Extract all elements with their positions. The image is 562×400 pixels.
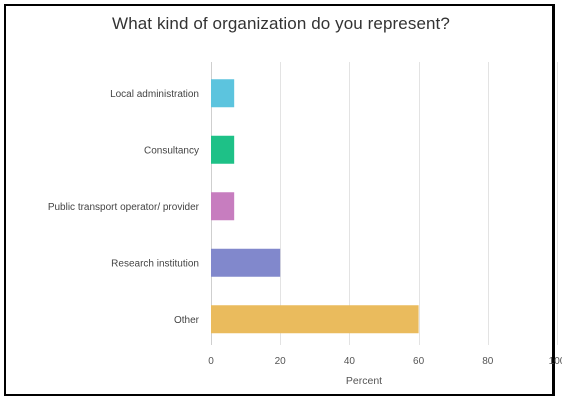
category-label: Other (174, 315, 200, 326)
category-label: Public transport operator/ provider (48, 202, 200, 213)
bar (211, 305, 419, 334)
bar (211, 135, 235, 164)
x-tick-labels: 0 20 40 60 80 100 (208, 356, 562, 367)
x-axis-title: Percent (346, 375, 382, 387)
chart-title: What kind of organization do you represe… (112, 14, 450, 33)
category-labels: Local administration Consultancy Public tr… (48, 89, 200, 326)
bars (211, 79, 419, 334)
x-tick-label: 60 (413, 356, 425, 367)
x-tick-label: 40 (344, 356, 356, 367)
category-label: Local administration (110, 89, 199, 100)
category-label: Consultancy (144, 145, 199, 156)
x-tick-label: 100 (549, 356, 562, 367)
bar (211, 192, 235, 221)
x-tick-label: 0 (208, 356, 214, 367)
bar (211, 79, 235, 108)
category-label: Research institution (111, 258, 199, 269)
gridlines (211, 62, 558, 345)
x-tick-label: 20 (275, 356, 287, 367)
bar (211, 248, 281, 277)
x-tick-label: 80 (482, 356, 494, 367)
